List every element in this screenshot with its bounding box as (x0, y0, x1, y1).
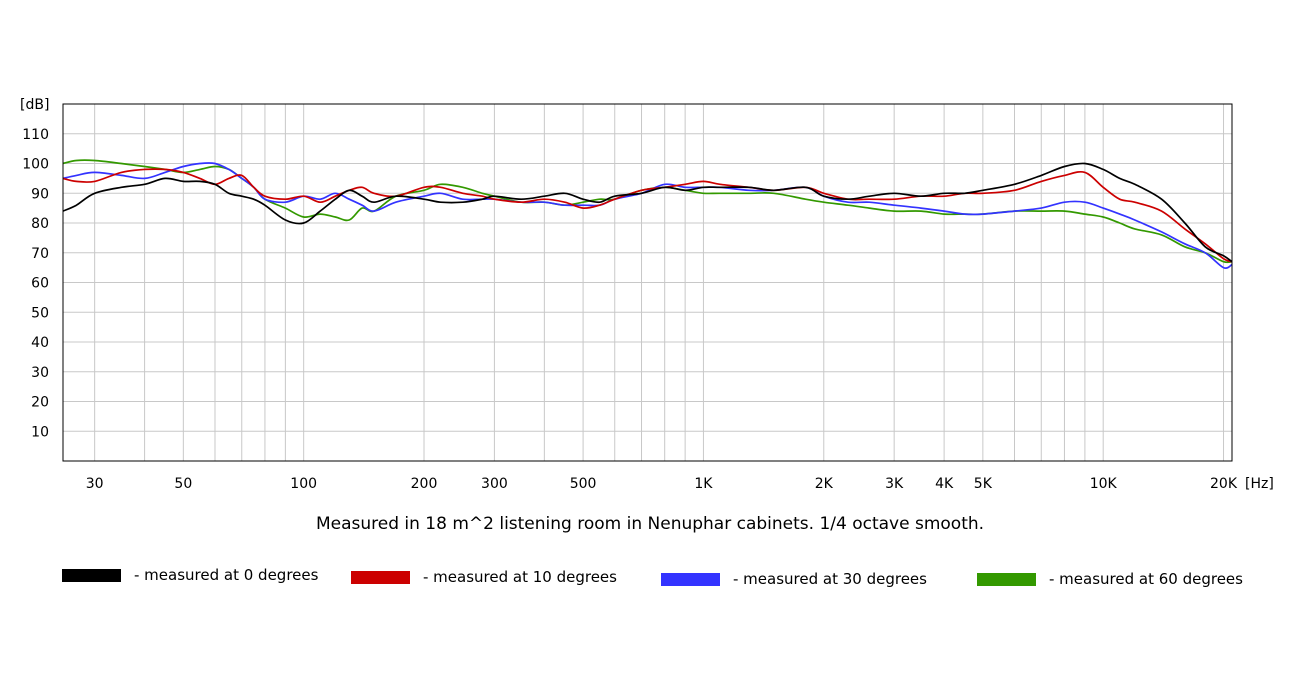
x-tick-label: 2K (815, 476, 834, 492)
y-tick-label: 100 (22, 157, 49, 173)
x-tick-label: 1K (694, 476, 713, 492)
x-tick-label: 100 (290, 476, 317, 492)
y-tick-label: 90 (31, 186, 49, 202)
x-tick-label: 200 (411, 476, 438, 492)
y-tick-label: 50 (31, 305, 49, 321)
y-tick-label: 10 (31, 424, 49, 440)
x-tick-label: 4K (935, 476, 954, 492)
x-tick-label: 300 (481, 476, 508, 492)
y-tick-label: 110 (22, 127, 49, 143)
chart-title: Measured in 18 m^2 listening room in Nen… (315, 514, 985, 534)
y-tick-label: 70 (31, 246, 49, 262)
grid-lines (63, 104, 1232, 461)
legend-label-10-degrees: - measured at 10 degrees (423, 568, 617, 586)
x-tick-label: 5K (974, 476, 993, 492)
series-lines (62, 159, 1233, 269)
x-tick-label: 500 (570, 476, 597, 492)
legend-swatch-60-degrees (977, 573, 1036, 586)
legend-swatch-10-degrees (351, 571, 410, 584)
legend-label-0-degrees: - measured at 0 degrees (134, 566, 319, 584)
y-tick-label: 80 (31, 216, 49, 232)
y-axis-label: [dB] (20, 97, 49, 113)
tick-labels: 10 20 30 40 50 60 70 80 90 100 110 30 50 100 200 300 500… (22, 127, 1238, 492)
x-tick-label: 50 (174, 476, 192, 492)
x-tick-label: 30 (86, 476, 104, 492)
series-line-0 (62, 162, 1233, 263)
y-tick-label: 40 (31, 335, 49, 351)
legend-swatch-0-degrees (62, 569, 121, 582)
x-tick-label: 10K (1090, 476, 1118, 492)
x-tick-label: 20K (1210, 476, 1238, 492)
y-tick-label: 30 (31, 365, 49, 381)
series-line-1 (62, 168, 1233, 263)
plot-border (62, 103, 1233, 462)
legend-swatch-30-degrees (661, 573, 720, 586)
legend-label-30-degrees: - measured at 30 degrees (733, 570, 927, 588)
x-tick-label: 3K (885, 476, 904, 492)
y-tick-label: 60 (31, 276, 49, 292)
series-line-2 (62, 162, 1233, 269)
y-tick-label: 20 (31, 395, 49, 411)
legend-label-60-degrees: - measured at 60 degrees (1049, 570, 1243, 588)
x-axis-label: [Hz] (1245, 476, 1274, 492)
